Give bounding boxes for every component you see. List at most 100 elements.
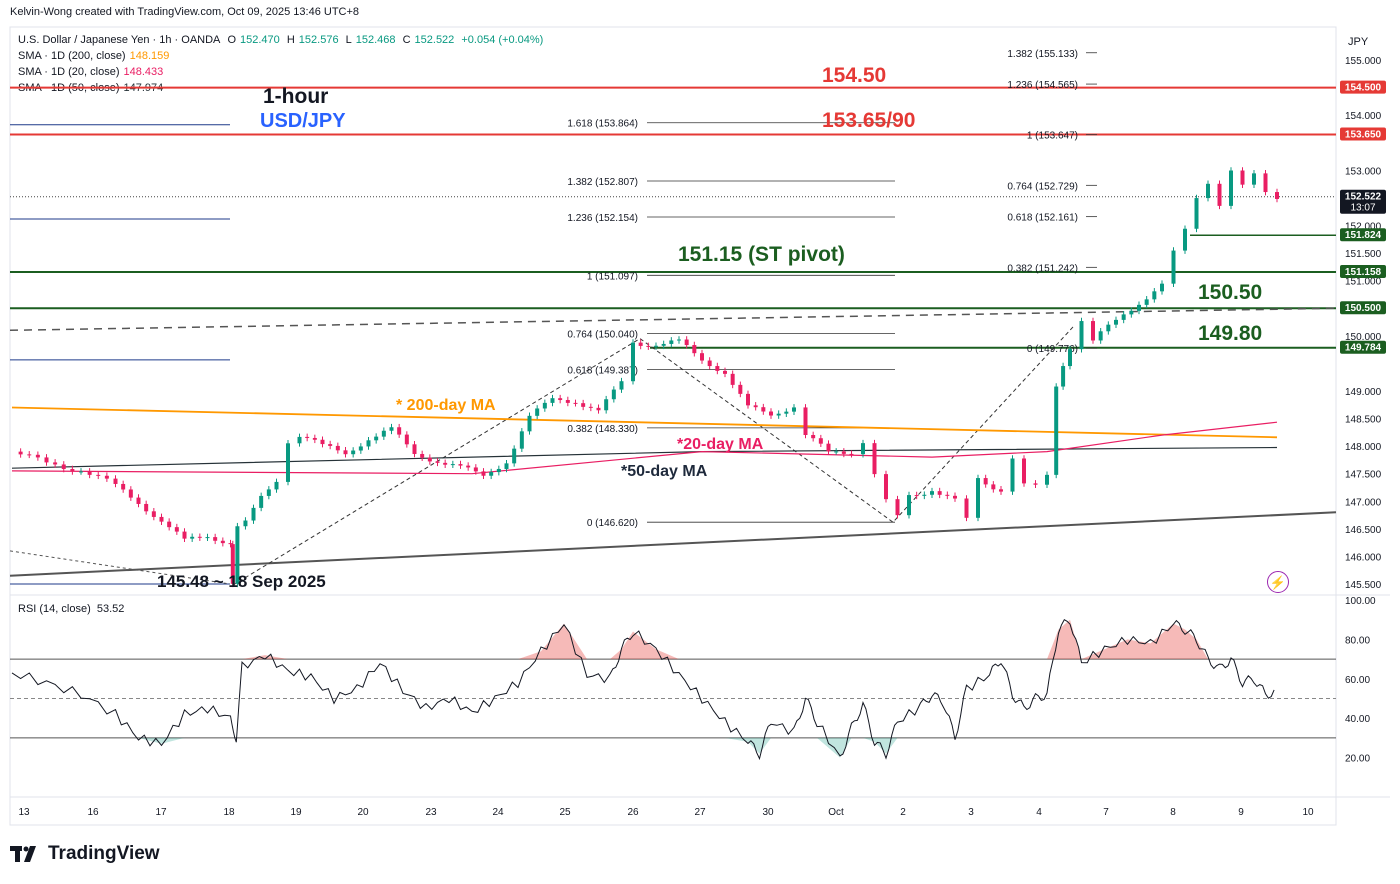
rsi-overbought-fill <box>621 631 633 660</box>
candle-body <box>397 427 402 435</box>
candle-body <box>596 407 601 411</box>
candle-body <box>550 398 555 403</box>
rsi-oversold-fill <box>138 737 162 744</box>
fib-level-label: 0.618 (152.161) <box>1007 213 1078 224</box>
candle-body <box>818 438 823 444</box>
y-tick-label: 152.000 <box>1345 222 1382 233</box>
candle-body <box>1137 304 1141 311</box>
symbol-legend[interactable]: U.S. Dollar / Japanese Yen · 1h · OANDA … <box>18 34 544 46</box>
x-tick-label: 27 <box>694 807 706 818</box>
y-tick-label: 153.000 <box>1345 166 1382 177</box>
candle-body <box>213 537 218 541</box>
price-tag <box>1340 228 1386 242</box>
rsi-overbought-fill <box>633 631 656 660</box>
rsi-overbought-fill <box>1150 623 1174 660</box>
fib-level-label: 0 (149.776) <box>1027 344 1078 355</box>
candle-body <box>121 483 126 490</box>
candle-body <box>374 436 379 441</box>
symbol-name: U.S. Dollar / Japanese Yen · 1h · OANDA <box>18 34 221 46</box>
candle-body <box>205 537 210 539</box>
candle-body <box>144 503 149 512</box>
candle-body <box>320 439 325 445</box>
x-tick-label: 7 <box>1103 807 1109 818</box>
candle-body <box>930 491 934 495</box>
currency-label[interactable]: JPY <box>1348 36 1369 48</box>
support-label: 150.50 <box>1198 281 1262 304</box>
x-tick-label: Oct <box>828 807 844 818</box>
resistance-label: 154.50 <box>822 64 886 87</box>
candle-body <box>542 402 547 409</box>
rsi-overbought-fill <box>1058 619 1070 660</box>
candle-body <box>1068 349 1072 367</box>
candle-body <box>96 474 101 476</box>
fib-level-label: 1.236 (154.565) <box>1007 80 1078 91</box>
price-tag-label: 149.784 <box>1345 343 1382 354</box>
candle-body <box>565 400 570 403</box>
candle-body <box>895 499 900 516</box>
candle-body <box>481 471 486 476</box>
fib-level-label: 1.382 (152.807) <box>567 177 638 188</box>
candle-body <box>136 497 141 504</box>
candle-body <box>730 373 735 385</box>
lightning-icon[interactable]: ⚡ <box>1267 571 1289 593</box>
rsi-oversold-fill <box>817 737 840 758</box>
candle-body <box>715 366 720 371</box>
candle-body <box>44 457 49 463</box>
candle-body <box>197 536 202 538</box>
sma20-legend[interactable]: SMA · 1D (20, close) 148.433 <box>18 66 164 78</box>
candle-body <box>746 393 750 406</box>
x-tick-label: 24 <box>492 807 504 818</box>
candle-body <box>784 411 789 414</box>
brand-logo: TradingView <box>10 843 160 865</box>
rsi-legend[interactable]: RSI (14, close) 53.52 <box>18 603 125 615</box>
candle-body <box>700 353 704 361</box>
candle-body <box>235 526 240 584</box>
sma200-value: 148.159 <box>129 50 170 62</box>
candle-body <box>87 471 92 475</box>
price-tag <box>1340 127 1386 141</box>
chart-title: 1-hour <box>263 85 328 108</box>
candle-body <box>849 453 854 455</box>
x-tick-label: 10 <box>1302 807 1314 818</box>
rsi-overbought-fill <box>610 649 622 660</box>
candle-body <box>366 440 371 447</box>
candle-body <box>922 494 927 496</box>
rsi-tick-label: 60.00 <box>1345 675 1370 686</box>
candle-body <box>174 527 179 532</box>
sma200-legend[interactable]: SMA · 1D (200, close) 148.159 <box>18 50 170 62</box>
open-value: 152.470 <box>240 34 280 46</box>
candle-body <box>723 370 727 374</box>
y-tick-label: 151.500 <box>1345 249 1382 260</box>
candle-body <box>182 531 187 539</box>
candle-body <box>1022 458 1026 484</box>
rsi-oversold-fill <box>748 737 760 754</box>
rsi-overbought-fill <box>1173 623 1185 660</box>
candle-body <box>1106 324 1111 332</box>
candle-body <box>834 451 839 453</box>
candle-body <box>335 445 340 451</box>
x-tick-label: 18 <box>223 807 235 818</box>
candle-body <box>259 495 264 508</box>
support-label: 149.80 <box>1198 322 1262 345</box>
candle-body <box>1144 299 1149 305</box>
chart-subtitle: USD/JPY <box>260 110 346 132</box>
candle-body <box>573 402 578 404</box>
candle-body <box>581 403 586 407</box>
x-tick-label: 23 <box>425 807 437 818</box>
candle-body <box>128 489 133 498</box>
candle-body <box>151 511 156 517</box>
candle-body <box>167 521 172 528</box>
rsi-line <box>11 619 1275 761</box>
price-tag-label: 151.824 <box>1345 230 1382 241</box>
x-tick-label: 30 <box>762 807 774 818</box>
candle-body <box>983 478 988 485</box>
price-tag-label: 151.158 <box>1345 267 1382 278</box>
candle-body <box>611 389 616 400</box>
candle-body <box>631 342 635 382</box>
y-tick-label: 155.000 <box>1345 56 1382 67</box>
candle-body <box>1114 319 1118 325</box>
sma200-line <box>11 406 1278 439</box>
candle-body <box>1091 321 1095 341</box>
candle-body <box>404 434 409 445</box>
